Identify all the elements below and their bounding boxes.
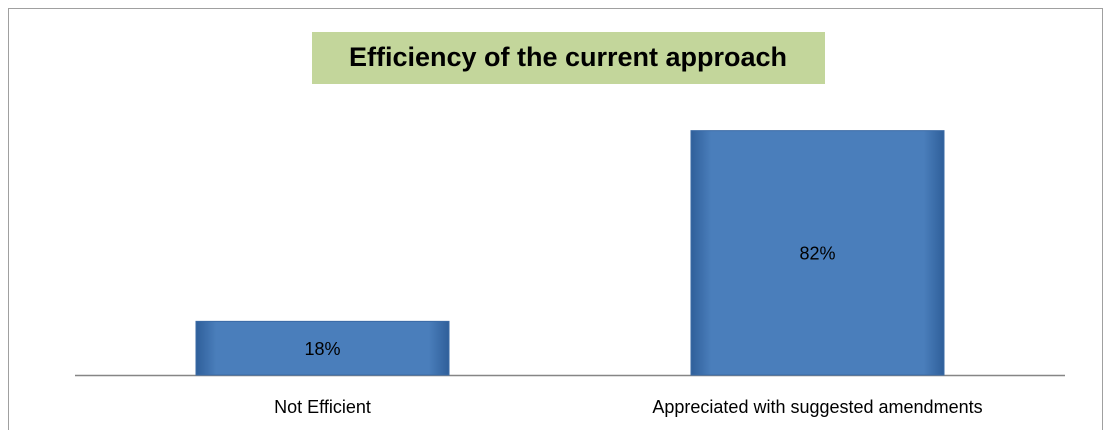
- title-box: [312, 32, 825, 84]
- bar: [195, 320, 450, 376]
- data-label: 18%: [304, 339, 340, 359]
- chart-title: Efficiency of the current approach: [349, 42, 787, 72]
- x-tick-label: Appreciated with suggested amendments: [652, 397, 982, 417]
- bar: [690, 130, 945, 376]
- data-label: 82%: [799, 244, 835, 264]
- x-tick-label: Not Efficient: [274, 397, 371, 417]
- chart-frame: [8, 8, 1103, 430]
